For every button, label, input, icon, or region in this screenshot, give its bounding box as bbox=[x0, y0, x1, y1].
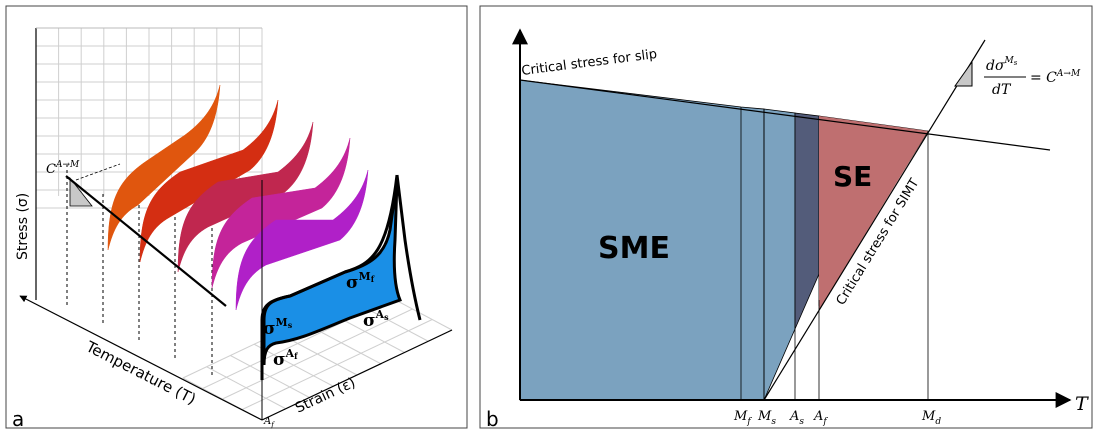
t-axis-label: T bbox=[1075, 393, 1089, 415]
slope-dash bbox=[75, 163, 121, 181]
stress-strain-loop bbox=[177, 121, 314, 273]
dark-band bbox=[794, 112, 820, 330]
floor-grid-line bbox=[242, 319, 433, 410]
sigma-mf-label: σMf bbox=[346, 270, 375, 293]
temperature-tick-label: Md bbox=[921, 409, 941, 427]
temperature-ticks: Mf Ms As Af Md bbox=[733, 409, 941, 427]
slip-line bbox=[519, 79, 1051, 151]
stress-strain-loop bbox=[235, 169, 369, 311]
stress-strain-loop bbox=[107, 84, 221, 251]
stress-strain-loops bbox=[107, 84, 422, 380]
slope-label: CA→M bbox=[46, 160, 80, 177]
panel-a: CA→M Stress (σ) Temperature (T) Strain (… bbox=[5, 5, 468, 431]
temperature-axis bbox=[19, 295, 263, 421]
temperature-tick-label: As bbox=[789, 409, 804, 427]
front-loop-outline bbox=[260, 174, 422, 380]
stress-strain-loop bbox=[139, 99, 279, 263]
se-region-main bbox=[819, 116, 928, 310]
stress-axis-label: Stress (σ) bbox=[15, 193, 31, 260]
floor-grid-line bbox=[222, 308, 413, 400]
eq-numerator: dσMs bbox=[986, 56, 1018, 74]
temperature-axis-label: Temperature (T) bbox=[82, 337, 199, 408]
sigma-ms-label: σMs bbox=[263, 316, 293, 339]
eq-rhs: = CA→M bbox=[1030, 69, 1081, 86]
sme-label: SME bbox=[598, 231, 670, 266]
panel-b-letter: b bbox=[486, 407, 499, 431]
temperature-tick-label: Af bbox=[813, 409, 828, 427]
slope-equation: dσMs dT = CA→M bbox=[984, 56, 1081, 98]
sigma-as-label: σAs bbox=[363, 308, 389, 331]
eq-slope-triangle bbox=[954, 60, 973, 87]
sigma-af-label: σAf bbox=[273, 347, 298, 370]
panel-b-frame bbox=[479, 5, 1093, 429]
panel-a-frame bbox=[5, 5, 468, 429]
temperature-tick-label: Mf bbox=[733, 409, 752, 427]
se-label: SE bbox=[833, 160, 872, 193]
slope-line bbox=[65, 175, 227, 307]
temperature-tick-label: Ms bbox=[757, 409, 776, 427]
slip-label: Critical stress for slip bbox=[521, 47, 658, 79]
stress-strain-loop bbox=[211, 137, 351, 289]
panel-b: Critical stress for slip Critical stress… bbox=[479, 5, 1093, 431]
panel-a-letter: a bbox=[12, 407, 24, 431]
strain-axis bbox=[261, 329, 453, 421]
simt-line bbox=[763, 39, 986, 401]
af-tick-label: Af bbox=[263, 416, 275, 429]
eq-denominator: dT bbox=[992, 82, 1012, 98]
